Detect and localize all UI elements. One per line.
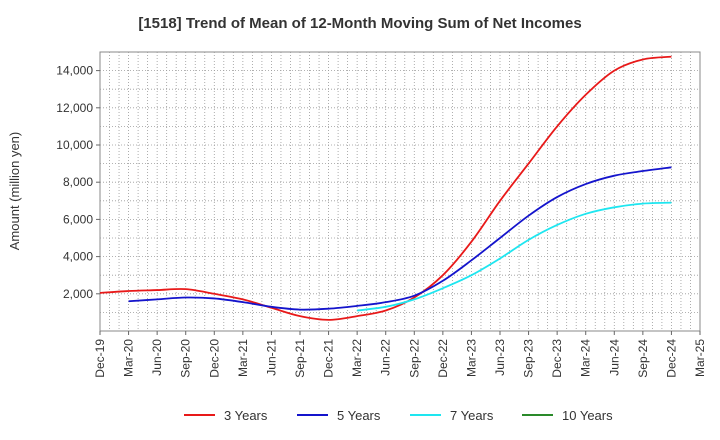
x-tick-label: Sep-20 bbox=[179, 339, 193, 378]
x-tick-label: Mar-21 bbox=[236, 339, 250, 377]
y-tick-label: 8,000 bbox=[63, 175, 93, 189]
grid bbox=[100, 52, 700, 331]
x-tick-label: Sep-24 bbox=[636, 339, 650, 378]
x-tick-label: Sep-21 bbox=[293, 339, 307, 378]
series-line-5-years bbox=[128, 166, 672, 311]
y-tick-label: 6,000 bbox=[63, 212, 93, 226]
legend-label-5-years: 5 Years bbox=[337, 408, 381, 423]
legend-label-3-years: 3 Years bbox=[224, 408, 268, 423]
legend: 3 Years 5 Years 7 Years 10 Years bbox=[184, 408, 613, 423]
y-tick-label: 10,000 bbox=[56, 138, 93, 152]
x-tick-label: Mar-25 bbox=[693, 339, 707, 377]
x-tick-label: Mar-23 bbox=[464, 339, 478, 377]
x-tick-label: Dec-24 bbox=[664, 339, 678, 378]
series-line-7-years bbox=[357, 201, 672, 312]
y-tick-label: 14,000 bbox=[56, 64, 93, 78]
x-tick-label: Mar-20 bbox=[122, 339, 136, 377]
x-tick-label: Jun-24 bbox=[607, 339, 621, 376]
x-tick-label: Dec-22 bbox=[436, 339, 450, 378]
y-tick-label: 2,000 bbox=[63, 287, 93, 301]
x-tick-label: Sep-22 bbox=[407, 339, 421, 378]
series-line-3-years bbox=[99, 55, 672, 321]
legend-label-7-years: 7 Years bbox=[450, 408, 494, 423]
series-lines bbox=[99, 55, 672, 321]
y-axis-label: Amount (million yen) bbox=[7, 132, 22, 251]
x-tick-label: Dec-19 bbox=[93, 339, 107, 378]
x-tick-label: Sep-23 bbox=[522, 339, 536, 378]
x-tick-label: Jun-22 bbox=[379, 339, 393, 376]
y-axis-ticks: 2,000 4,000 6,000 8,000 10,000 12,000 14,000 bbox=[56, 64, 100, 301]
x-tick-label: Jun-21 bbox=[264, 339, 278, 376]
x-axis-ticks: Dec-19 Mar-20 Jun-20 Sep-20 Dec-20 Mar-21 Jun-… bbox=[93, 331, 707, 378]
x-tick-label: Jun-20 bbox=[150, 339, 164, 376]
y-tick-label: 12,000 bbox=[56, 101, 93, 115]
y-tick-label: 4,000 bbox=[63, 250, 93, 264]
x-tick-label: Mar-24 bbox=[579, 339, 593, 377]
x-tick-label: Mar-22 bbox=[350, 339, 364, 377]
x-tick-label: Jun-23 bbox=[493, 339, 507, 376]
legend-label-10-years: 10 Years bbox=[562, 408, 613, 423]
x-tick-label: Dec-23 bbox=[550, 339, 564, 378]
plot-area bbox=[99, 51, 701, 332]
chart-title: [1518] Trend of Mean of 12-Month Moving … bbox=[138, 15, 581, 32]
x-tick-label: Dec-20 bbox=[207, 339, 221, 378]
x-tick-label: Dec-21 bbox=[322, 339, 336, 378]
